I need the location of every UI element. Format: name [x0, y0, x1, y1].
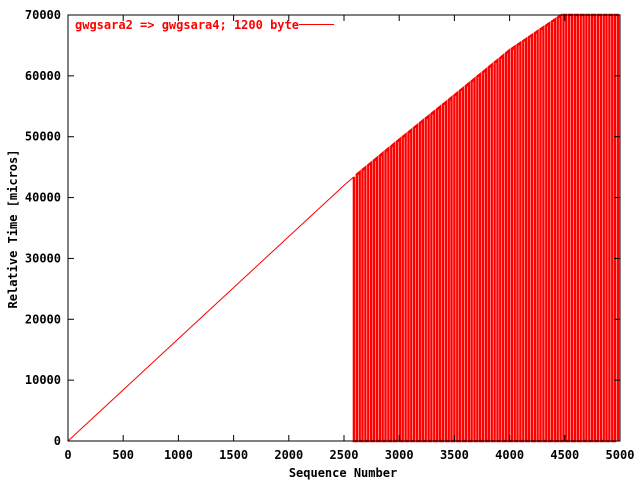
x-tick-label: 1000	[164, 448, 193, 462]
x-tick-label: 4000	[495, 448, 524, 462]
legend: gwgsara2 => gwgsara4; 1200 byte	[75, 18, 334, 32]
y-tick-label: 10000	[25, 373, 61, 387]
x-tick-label: 3500	[440, 448, 469, 462]
x-tick-label: 5000	[606, 448, 635, 462]
y-tick-label: 40000	[25, 191, 61, 205]
y-tick-label: 30000	[25, 251, 61, 265]
x-tick-label: 500	[112, 448, 134, 462]
y-tick-label: 70000	[25, 8, 61, 22]
y-tick-label: 0	[54, 434, 61, 448]
ticks: 0 500 1000 1500 2000 2500 3000 3500 4000 4500 5000…	[25, 8, 635, 462]
x-tick-label: 4500	[550, 448, 579, 462]
series-line	[67, 176, 355, 442]
x-tick-label: 3000	[385, 448, 414, 462]
x-axis-title: Sequence Number	[289, 466, 397, 480]
series-oscillation	[352, 13, 620, 443]
y-tick-label: 20000	[25, 312, 61, 326]
data-layer	[67, 13, 620, 443]
y-axis-title: Relative Time [micros]	[6, 150, 20, 309]
x-tick-label: 0	[64, 448, 71, 462]
y-tick-label: 60000	[25, 69, 61, 83]
x-tick-label: 2000	[274, 448, 303, 462]
x-tick-label: 1500	[219, 448, 248, 462]
x-tick-label: 2500	[330, 448, 359, 462]
legend-label: gwgsara2 => gwgsara4; 1200 byte	[75, 18, 299, 32]
y-tick-label: 50000	[25, 130, 61, 144]
